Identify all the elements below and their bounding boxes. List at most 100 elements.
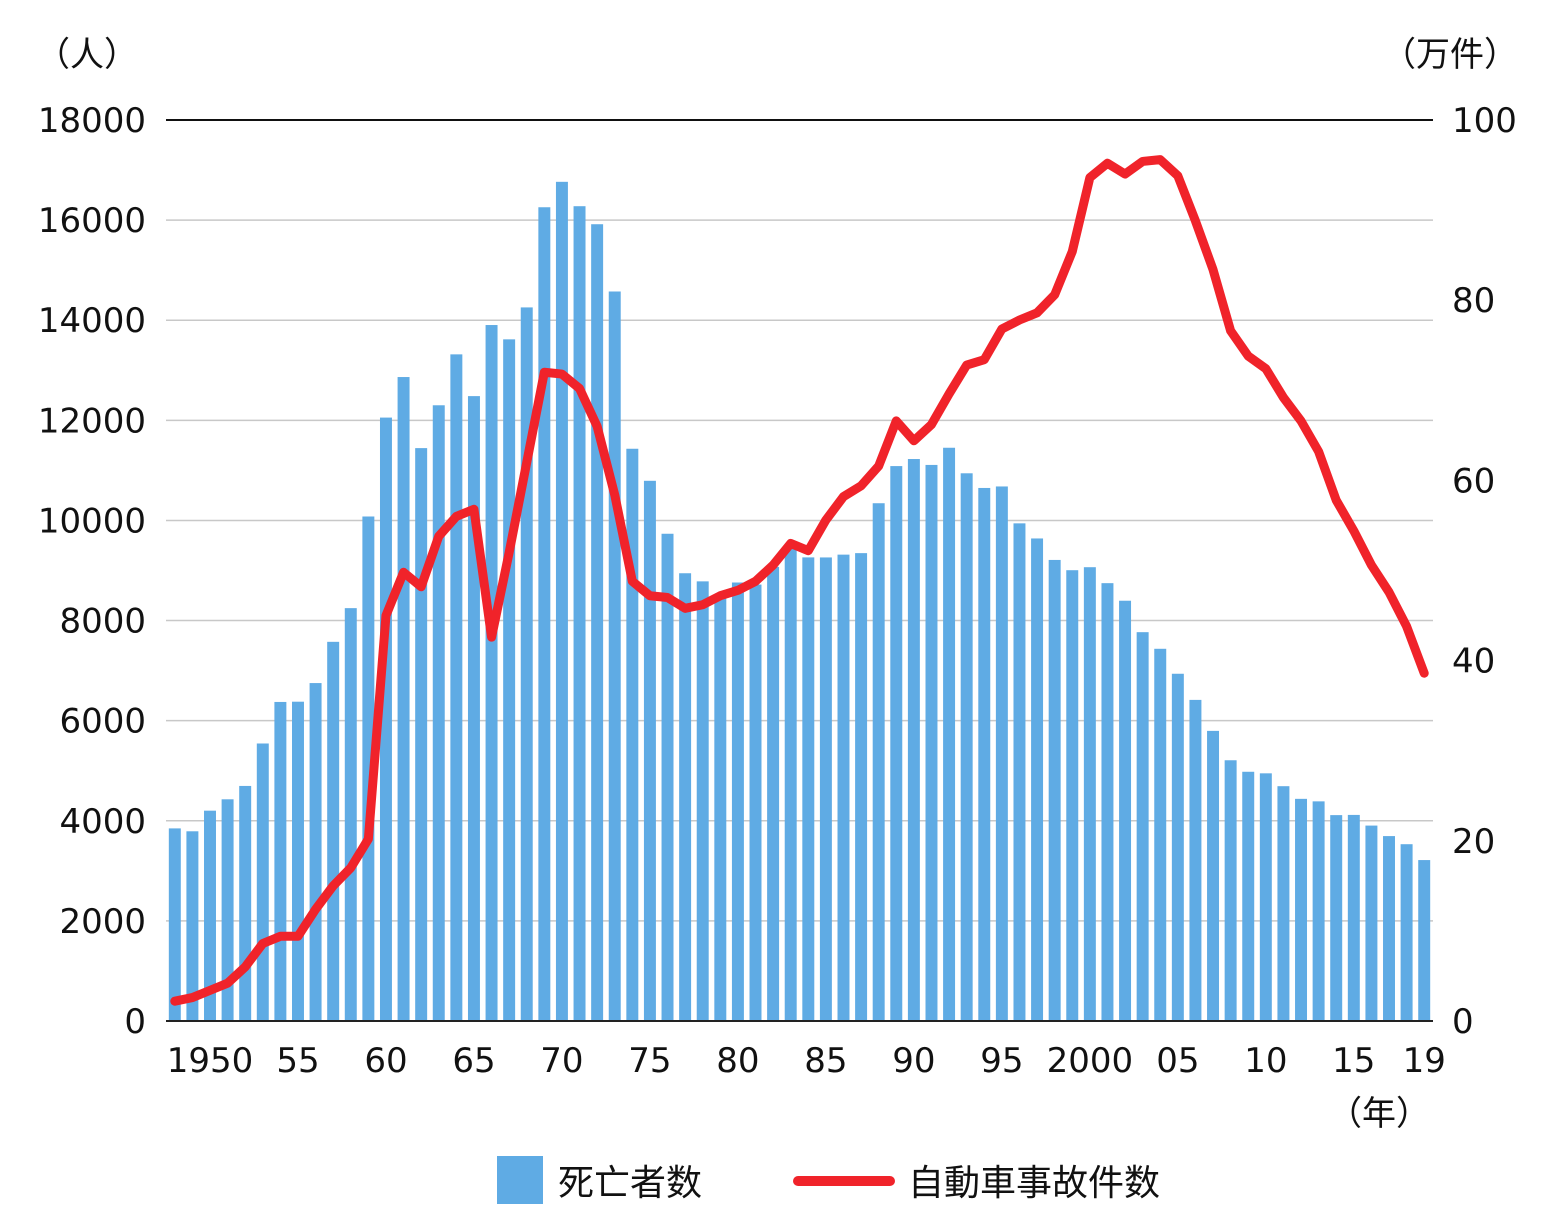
x-tick-label: 70 (540, 1041, 583, 1081)
bar (907, 459, 920, 1021)
bar (784, 544, 797, 1021)
bar (1101, 583, 1114, 1021)
bar (1031, 538, 1044, 1021)
bar (1330, 815, 1343, 1021)
left-axis-ticks: 0 2000 4000 6000 8000 10000 12000 14000 16000 180… (38, 101, 146, 1042)
bar (204, 810, 216, 1021)
bar (837, 554, 850, 1021)
bar (309, 683, 322, 1021)
right-tick-label: 20 (1452, 822, 1495, 862)
right-tick-label: 80 (1452, 281, 1495, 321)
bar (1154, 648, 1167, 1021)
bar (767, 566, 780, 1021)
bar (344, 608, 357, 1021)
right-axis-ticks: 0 20 40 60 80 100 (1452, 101, 1517, 1042)
x-tick-label: 60 (364, 1041, 407, 1081)
left-tick-label: 8000 (59, 602, 146, 642)
bar (221, 799, 234, 1021)
left-tick-label: 2000 (59, 902, 146, 942)
bar (1171, 673, 1184, 1021)
bar (661, 533, 674, 1021)
bar (714, 597, 727, 1021)
x-tick-label: 80 (716, 1041, 759, 1081)
bar (362, 516, 375, 1021)
bar (555, 181, 568, 1021)
legend-label-accidents: 自動車事故件数 (908, 1163, 1160, 1204)
bar (855, 553, 868, 1021)
x-tick-label: 05 (1156, 1041, 1199, 1081)
bar (397, 377, 410, 1021)
left-tick-label: 16000 (38, 201, 146, 241)
bar (432, 405, 445, 1021)
left-tick-label: 0 (124, 1002, 146, 1042)
bar (573, 206, 586, 1021)
bar (327, 641, 340, 1021)
x-axis-ticks: 1950 55 60 65 70 75 80 85 90 95 2000 05 10 15 19 (167, 1041, 1446, 1081)
bar (995, 486, 1008, 1022)
bar (186, 831, 199, 1021)
bar (643, 480, 656, 1021)
bar (1136, 632, 1149, 1021)
line-series-accidents (170, 155, 1429, 1006)
bar (1400, 844, 1413, 1021)
x-axis-unit: （年） (1328, 1094, 1430, 1134)
right-axis-unit: （万件） (1382, 35, 1518, 75)
x-tick-label: 2000 (1047, 1041, 1134, 1081)
bar (819, 557, 832, 1021)
right-tick-label: 0 (1452, 1002, 1474, 1042)
bar (274, 701, 287, 1021)
bar (978, 487, 991, 1022)
left-tick-label: 18000 (38, 101, 146, 141)
bar (239, 785, 252, 1021)
bar (1277, 786, 1290, 1021)
x-tick-label: 85 (804, 1041, 847, 1081)
x-tick-label: 55 (276, 1041, 319, 1081)
bar (679, 573, 692, 1021)
bar (626, 448, 639, 1021)
bar (890, 466, 903, 1022)
bar (1347, 814, 1360, 1021)
left-tick-label: 10000 (38, 501, 146, 541)
bar (1048, 559, 1061, 1021)
x-tick-label: 95 (980, 1041, 1023, 1081)
bar (503, 339, 516, 1022)
bar-series-deaths (168, 181, 1431, 1022)
bar (1418, 860, 1431, 1021)
bar (749, 584, 762, 1021)
bar (696, 581, 709, 1021)
bar (168, 828, 181, 1021)
bar (925, 464, 938, 1021)
bar (1013, 523, 1026, 1021)
x-tick-label: 15 (1332, 1041, 1375, 1081)
bar (1207, 730, 1220, 1021)
bar (1224, 760, 1237, 1021)
bar (802, 557, 815, 1021)
left-axis-unit: （人） (36, 35, 138, 75)
bar (450, 354, 463, 1021)
x-tick-label: 75 (628, 1041, 671, 1081)
bar (960, 473, 973, 1021)
bar (1119, 600, 1132, 1021)
bar (731, 582, 744, 1021)
bar (415, 448, 428, 1021)
left-tick-label: 12000 (38, 401, 146, 441)
left-tick-label: 6000 (59, 702, 146, 742)
bar (1295, 798, 1308, 1021)
x-tick-label: 19 (1403, 1041, 1446, 1081)
right-tick-label: 40 (1452, 642, 1495, 682)
bar (1365, 825, 1378, 1021)
bar (1259, 773, 1272, 1021)
left-tick-label: 4000 (59, 802, 146, 842)
right-tick-label: 100 (1452, 101, 1517, 141)
right-tick-label: 60 (1452, 461, 1495, 501)
bar (467, 396, 480, 1021)
left-tick-label: 14000 (38, 301, 146, 341)
bar (872, 503, 885, 1022)
bar (608, 291, 621, 1021)
x-tick-label: 1950 (167, 1041, 254, 1081)
bar (1189, 699, 1202, 1021)
bar (1312, 801, 1325, 1021)
legend-label-deaths: 死亡者数 (558, 1163, 702, 1204)
x-tick-label: 65 (452, 1041, 495, 1081)
